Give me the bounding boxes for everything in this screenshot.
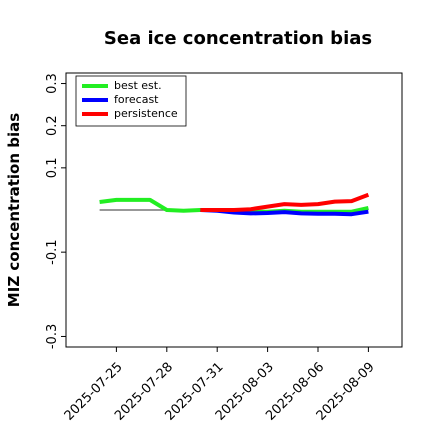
y-tick-label: 0.2 [45,115,60,136]
chart-title: Sea ice concentration bias [104,28,372,49]
y-tick-label: -0.3 [45,324,60,349]
y-tick-label: 0.1 [45,158,60,179]
y-tick-label: -0.1 [45,239,60,264]
legend-label: best est. [114,79,162,92]
y-tick-label: 0.3 [45,73,60,94]
y-axis-label: MIZ concentration bias [5,113,23,307]
legend-label: persistence [114,107,178,120]
plot-frame [65,72,403,348]
series-line [200,192,370,212]
legend-label: forecast [114,93,159,106]
